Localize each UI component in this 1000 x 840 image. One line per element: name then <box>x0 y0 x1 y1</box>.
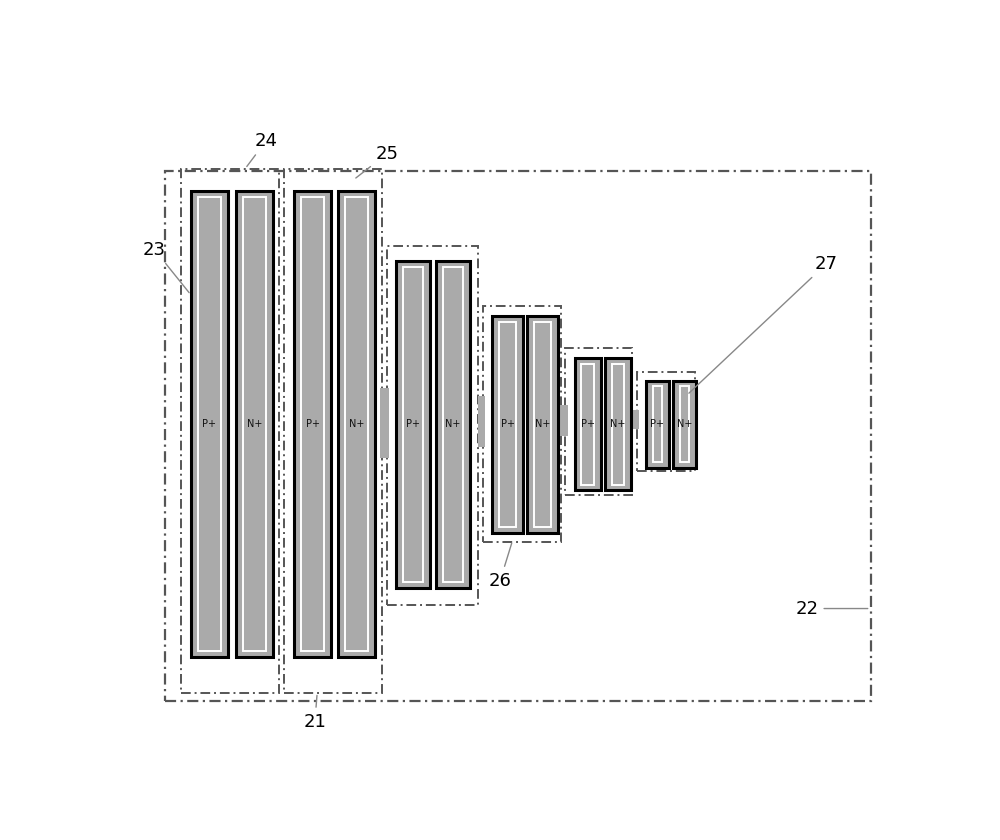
Text: 22: 22 <box>796 600 868 617</box>
Text: N+: N+ <box>445 419 461 429</box>
Text: P+: P+ <box>581 419 595 429</box>
Text: P+: P+ <box>406 419 420 429</box>
Bar <box>565 348 632 496</box>
Bar <box>403 267 423 581</box>
Text: P+: P+ <box>202 419 216 429</box>
Text: P+: P+ <box>501 419 515 429</box>
Bar <box>443 267 463 581</box>
Bar <box>680 386 689 462</box>
Bar <box>574 358 601 491</box>
Text: N+: N+ <box>610 419 626 429</box>
Text: 25: 25 <box>356 144 398 178</box>
Bar <box>345 197 368 651</box>
Bar <box>380 388 389 458</box>
Bar <box>581 364 594 485</box>
Bar <box>284 169 382 693</box>
Text: 23: 23 <box>143 240 189 292</box>
Bar <box>483 306 561 542</box>
Bar <box>492 316 523 533</box>
Bar <box>396 261 430 587</box>
Bar <box>612 364 624 485</box>
Text: N+: N+ <box>677 419 692 429</box>
Bar <box>236 192 273 657</box>
Text: 27: 27 <box>689 255 838 393</box>
Bar <box>558 405 568 436</box>
Bar <box>673 381 696 468</box>
Bar <box>198 197 221 651</box>
Bar <box>243 197 266 651</box>
Text: N+: N+ <box>535 419 550 429</box>
Text: N+: N+ <box>247 419 262 429</box>
Bar <box>534 322 551 527</box>
Bar <box>294 192 331 657</box>
Bar <box>646 381 669 468</box>
Text: 24: 24 <box>247 132 278 166</box>
Bar <box>181 169 279 693</box>
Text: P+: P+ <box>306 419 320 429</box>
Text: 26: 26 <box>489 543 512 590</box>
Bar <box>637 372 695 470</box>
Bar <box>499 322 516 527</box>
Bar <box>301 197 324 651</box>
Bar <box>338 192 375 657</box>
Bar <box>436 261 470 587</box>
Bar <box>653 386 662 462</box>
Text: 21: 21 <box>303 696 326 731</box>
Bar <box>191 192 228 657</box>
Bar <box>387 246 478 606</box>
Bar <box>630 410 639 429</box>
Text: N+: N+ <box>349 419 364 429</box>
Bar <box>165 171 871 701</box>
Bar <box>478 396 485 448</box>
Bar <box>605 358 631 491</box>
Bar <box>527 316 558 533</box>
Text: P+: P+ <box>650 419 664 429</box>
